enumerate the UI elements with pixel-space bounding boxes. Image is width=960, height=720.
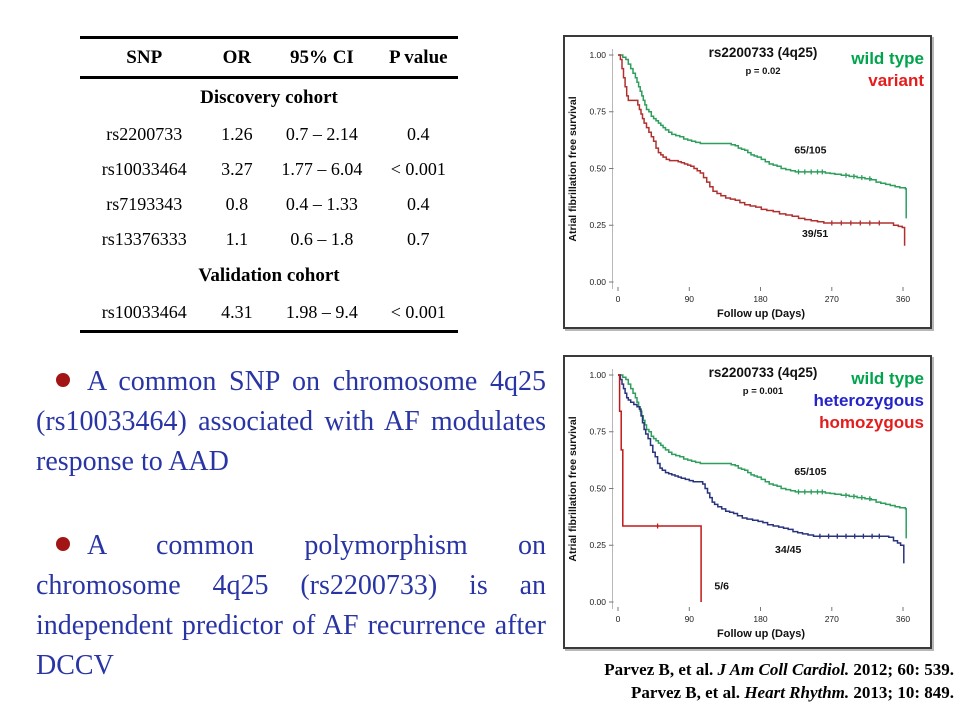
- table-cell: 0.7 – 2.14: [285, 124, 358, 144]
- y-tick-label: 0.50: [589, 163, 606, 173]
- x-tick-label: 0: [616, 294, 621, 304]
- km-curve-heterozygous: [618, 374, 905, 564]
- curve-annotation: 5/6: [714, 581, 729, 593]
- table-row: rs2200733 1.26 0.7 – 2.14 0.4: [80, 117, 458, 152]
- km-curve-homozygous: [618, 374, 702, 602]
- curve-annotation: 65/105: [794, 466, 826, 478]
- x-tick-label: 270: [825, 614, 839, 624]
- citation-1: Parvez B, et al. J Am Coll Cardiol. 2012…: [604, 658, 954, 681]
- y-tick-label: 0.75: [589, 427, 606, 437]
- x-tick-label: 360: [896, 294, 910, 304]
- table-row: rs7193343 0.8 0.4 – 1.33 0.4: [80, 187, 458, 222]
- x-tick-label: 0: [616, 614, 621, 624]
- curve-annotation: 34/45: [775, 544, 801, 556]
- legend-entry: heterozygous: [813, 391, 924, 410]
- table-cell: 1.26: [221, 124, 253, 144]
- col-header-pvalue: P value: [378, 37, 458, 79]
- km-curve-wild-type: [618, 374, 907, 539]
- km-curve-variant: [618, 54, 906, 246]
- citation-journal: J Am Coll Cardiol.: [717, 660, 850, 679]
- x-tick-label: 180: [753, 294, 767, 304]
- citation-journal: Heart Rhythm.: [744, 683, 850, 703]
- bullet-list: A common SNP on chromosome 4q25 (rs10033…: [36, 362, 546, 720]
- table-cell: rs10033464: [101, 302, 187, 322]
- bullet-icon: [56, 537, 70, 552]
- bullet-item-1: A common SNP on chromosome 4q25 (rs10033…: [36, 362, 546, 482]
- km-chart-wildtype-vs-variant: 1.00 0.75 0.50 0.25 0.00 0 90 180 270 360 Follow u…: [563, 35, 932, 329]
- x-tick-label: 360: [896, 614, 910, 624]
- y-axis-label: Atrial fibrillation free survival: [567, 416, 579, 561]
- col-header-ci: 95% CI: [265, 37, 379, 79]
- km-survival-plot: 1.00 0.75 0.50 0.25 0.00 0 90 180 270 360 Follow u…: [567, 365, 924, 640]
- bullet-text-2: A common polymorphism on chromosome 4q25…: [36, 530, 546, 682]
- citation-2: Parvez B, et al. Heart Rhythm. 2013; 10:…: [604, 681, 954, 704]
- curve-annotation: 39/51: [802, 228, 828, 240]
- legend-entry: wild type: [850, 369, 924, 388]
- table-cell: < 0.001: [390, 159, 446, 179]
- table-cell: rs13376333: [101, 229, 187, 249]
- citation-authors: Parvez B, et al.: [604, 660, 718, 679]
- table-cell: 1.1: [225, 229, 249, 249]
- table-section-label: Discovery cohort: [200, 87, 338, 108]
- table-cell: 0.8: [225, 194, 249, 214]
- table-cell: 3.27: [221, 159, 253, 179]
- table-cell: 1.98 – 9.4: [285, 302, 358, 322]
- y-tick-label: 0.50: [589, 483, 606, 493]
- citation-ref: 2012; 60: 539.: [849, 660, 954, 679]
- table-cell: rs10033464: [101, 159, 187, 179]
- y-tick-label: 0.00: [589, 277, 606, 287]
- bullet-text-1: A common SNP on chromosome 4q25 (rs10033…: [36, 366, 546, 478]
- y-tick-label: 0.25: [589, 540, 606, 550]
- x-tick-label: 90: [685, 294, 695, 304]
- y-tick-label: 1.00: [589, 370, 606, 380]
- table-cell: rs2200733: [106, 124, 183, 144]
- bullet-icon: [56, 373, 70, 387]
- snp-association-table: SNP OR 95% CI P value Discovery cohort rs…: [80, 36, 458, 333]
- table-row: rs10033464 3.27 1.77 – 6.04 < 0.001: [80, 152, 458, 187]
- x-tick-label: 90: [685, 614, 695, 624]
- km-curve-wild-type: [618, 54, 907, 219]
- legend-entry: homozygous: [819, 413, 924, 432]
- table-cell: 0.7: [407, 229, 430, 249]
- y-tick-label: 0.75: [589, 107, 606, 117]
- y-tick-label: 0.25: [589, 220, 606, 230]
- table-section-row: Discovery cohort: [80, 78, 458, 118]
- chart-title: rs2200733 (4q25): [709, 45, 818, 60]
- km-survival-plot: 1.00 0.75 0.50 0.25 0.00 0 90 180 270 360 Follow u…: [567, 45, 924, 320]
- table-cell: rs7193343: [106, 194, 183, 214]
- x-axis-label: Follow up (Days): [717, 628, 805, 640]
- citations: Parvez B, et al. J Am Coll Cardiol. 2012…: [604, 658, 954, 705]
- table-section-row: Validation cohort: [80, 257, 458, 295]
- table-cell: 0.6 – 1.8: [290, 229, 354, 249]
- table-cell: < 0.001: [390, 302, 446, 322]
- citation-ref: 2013; 10: 849.: [849, 683, 954, 703]
- km-chart-by-genotype: 1.00 0.75 0.50 0.25 0.00 0 90 180 270 360 Follow u…: [563, 355, 932, 649]
- x-tick-label: 270: [825, 294, 839, 304]
- table-cell: 4.31: [221, 302, 253, 322]
- table-row: rs10033464 4.31 1.98 – 9.4 < 0.001: [80, 295, 458, 332]
- table-header-row: SNP OR 95% CI P value: [80, 37, 458, 79]
- p-value-label: p = 0.001: [743, 386, 784, 397]
- y-tick-label: 1.00: [589, 50, 606, 60]
- table-row: rs13376333 1.1 0.6 – 1.8 0.7: [80, 222, 458, 257]
- table-cell: 0.4: [407, 194, 430, 214]
- table-cell: 0.4 – 1.33: [285, 194, 358, 214]
- p-value-label: p = 0.02: [745, 66, 780, 77]
- table-cell: 1.77 – 6.04: [281, 159, 363, 179]
- legend-entry: variant: [868, 71, 924, 90]
- legend-entry: wild type: [850, 49, 924, 68]
- x-axis-label: Follow up (Days): [717, 308, 805, 320]
- y-axis-label: Atrial fibrillation free survival: [567, 96, 579, 241]
- curve-annotation: 65/105: [794, 145, 826, 157]
- citation-authors: Parvez B, et al.: [631, 683, 745, 703]
- col-header-or: OR: [208, 37, 266, 79]
- bullet-item-2: A common polymorphism on chromosome 4q25…: [36, 526, 546, 686]
- table-cell: 0.4: [407, 124, 430, 144]
- y-tick-label: 0.00: [589, 597, 606, 607]
- chart-title: rs2200733 (4q25): [709, 365, 818, 380]
- table-section-label: Validation cohort: [198, 265, 340, 286]
- col-header-snp: SNP: [80, 37, 209, 79]
- x-tick-label: 180: [753, 614, 767, 624]
